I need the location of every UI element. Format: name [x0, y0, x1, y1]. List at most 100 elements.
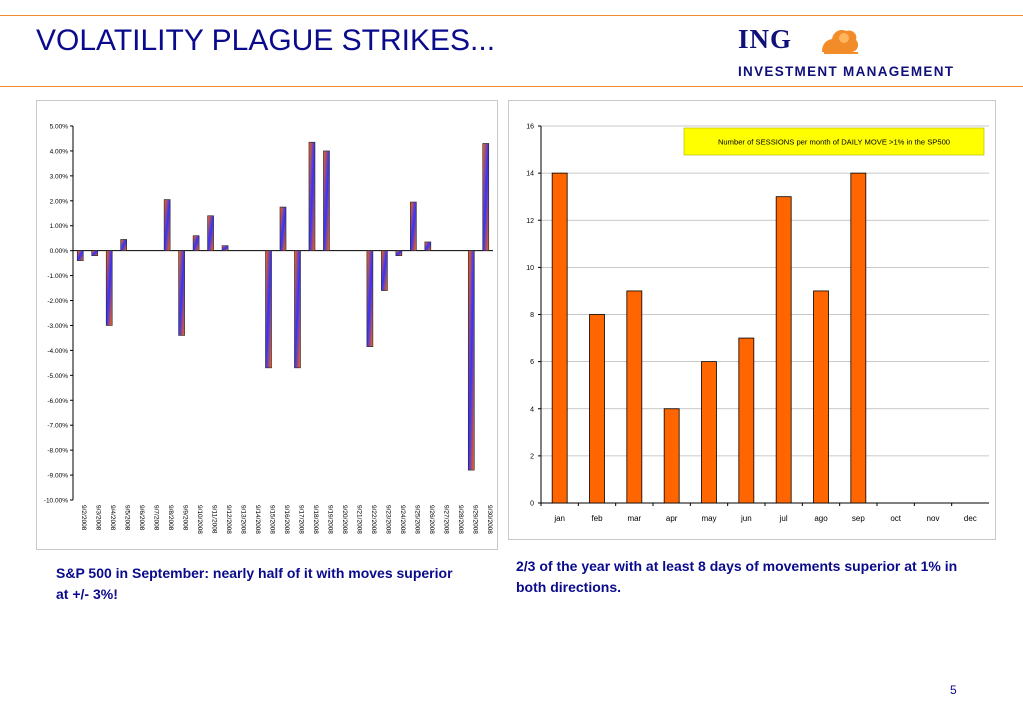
- x-tick-label: 9/6/2008: [138, 505, 145, 531]
- daily-bar: [163, 199, 171, 251]
- x-tick-label: 9/24/2008: [399, 505, 406, 534]
- x-tick-label: 9/2/2008: [80, 505, 87, 531]
- x-tick-label: 9/4/2008: [109, 505, 116, 531]
- y-tick-label: 6: [530, 359, 534, 366]
- monthly-sessions-chart: 16 14 12 10 8 6 4 2 0 jan feb mar apr may jun jul ago sep…: [508, 100, 996, 540]
- daily-bar: [323, 150, 330, 251]
- logo-ing-text: ING: [738, 24, 793, 54]
- x-tick-label: 9/21/2008: [355, 505, 362, 534]
- y-tick-label: 0: [530, 501, 534, 508]
- top-rule: [0, 15, 1023, 16]
- x-tick-label: 9/8/2008: [167, 505, 174, 531]
- page-title: VOLATILITY PLAGUE STRIKES...: [36, 24, 496, 57]
- y-tick-label: 2.00%: [50, 198, 69, 205]
- y-tick-label: 2: [530, 453, 534, 460]
- y-tick-label: 5.00%: [50, 124, 69, 131]
- y-tick-label: -10.00%: [44, 498, 68, 505]
- month-bar: [626, 290, 643, 504]
- x-tick-label: 9/18/2008: [312, 505, 319, 534]
- daily-bar: [381, 250, 388, 291]
- daily-bar: [91, 250, 99, 256]
- x-tick-label: oct: [890, 514, 901, 523]
- daily-bar: [120, 239, 127, 251]
- page-number: 5: [950, 683, 957, 697]
- x-tick-label: 9/10/2008: [196, 505, 203, 534]
- x-tick-label: jun: [740, 514, 752, 523]
- daily-bar: [178, 250, 185, 336]
- x-tick-label: feb: [591, 514, 603, 523]
- y-tick-label: 3.00%: [50, 173, 69, 180]
- month-bar: [663, 408, 680, 504]
- x-tick-label: dec: [964, 514, 977, 523]
- y-tick-label: 8: [530, 312, 534, 319]
- y-tick-label: -4.00%: [47, 348, 68, 355]
- x-tick-label: mar: [627, 514, 641, 523]
- x-tick-label: 9/30/2008: [486, 505, 493, 534]
- caption-right: 2/3 of the year with at least 8 days of …: [516, 558, 958, 595]
- x-tick-label: 9/27/2008: [442, 505, 449, 534]
- monthly-sessions-svg: 16 14 12 10 8 6 4 2 0 jan feb mar apr may jun jul ago sep…: [526, 124, 989, 523]
- x-tick-label: jan: [553, 514, 565, 523]
- x-tick-label: ago: [814, 514, 828, 523]
- logo-subtitle: INVESTMENT MANAGEMENT: [738, 64, 955, 79]
- x-tick-label: 9/17/2008: [297, 505, 304, 534]
- daily-bar: [221, 245, 229, 251]
- x-tick-label: 9/22/2008: [370, 505, 377, 534]
- x-tick-label: 9/23/2008: [384, 505, 391, 534]
- x-tick-label: nov: [927, 514, 940, 523]
- x-tick-label: 9/12/2008: [225, 505, 232, 534]
- daily-bar: [410, 201, 417, 251]
- y-tick-label: -3.00%: [47, 323, 68, 330]
- y-tick-label: 10: [526, 265, 534, 272]
- x-tick-label: 9/29/2008: [471, 505, 478, 534]
- x-tick-label: 9/28/2008: [457, 505, 464, 534]
- x-tick-label: may: [701, 514, 716, 523]
- y-tick-label: 1.00%: [50, 223, 69, 230]
- daily-bar: [279, 206, 287, 251]
- x-tick-label: 9/5/2008: [124, 505, 131, 531]
- lion-icon: [818, 26, 862, 61]
- daily-bar: [308, 141, 316, 251]
- x-tick-label: 9/11/2008: [211, 505, 218, 534]
- y-tick-label: 4.00%: [50, 148, 69, 155]
- x-tick-label: 9/25/2008: [413, 505, 420, 534]
- month-bar: [813, 290, 829, 504]
- month-bar: [589, 314, 605, 504]
- x-tick-label: apr: [666, 514, 678, 523]
- chart-title-box: [683, 127, 985, 156]
- y-tick-label: -1.00%: [47, 273, 68, 280]
- x-tick-label: sep: [852, 514, 865, 523]
- x-tick-label: 9/16/2008: [283, 505, 290, 534]
- x-tick-label: 9/26/2008: [428, 505, 435, 534]
- daily-bar: [105, 250, 113, 326]
- daily-bar: [265, 250, 272, 369]
- month-bar: [701, 361, 717, 504]
- daily-bar: [424, 241, 432, 251]
- daily-moves-chart: 5.00% 4.00% 3.00% 2.00% 1.00% 0.00% -1.00% -2.0…: [36, 100, 498, 550]
- y-tick-label: 12: [526, 218, 534, 225]
- y-tick-label: -2.00%: [47, 298, 68, 305]
- y-tick-label: -6.00%: [47, 398, 68, 405]
- daily-bar: [294, 250, 301, 369]
- month-bar: [738, 337, 755, 504]
- x-tick-label: 9/19/2008: [326, 505, 333, 534]
- daily-bar: [192, 235, 200, 251]
- x-tick-label: 9/3/2008: [95, 505, 102, 531]
- y-tick-label: 16: [526, 124, 534, 131]
- month-bar: [850, 172, 867, 504]
- header-rule: [0, 86, 1023, 87]
- lion-icon-svg: [822, 29, 859, 54]
- daily-bar: [482, 143, 490, 251]
- y-tick-label: -9.00%: [47, 473, 68, 480]
- y-tick-label: 4: [530, 406, 534, 413]
- daily-bar: [366, 250, 374, 347]
- x-tick-label: 9/15/2008: [269, 505, 276, 534]
- x-tick-label: 9/14/2008: [254, 505, 261, 534]
- daily-moves-svg: 5.00% 4.00% 3.00% 2.00% 1.00% 0.00% -1.00% -2.0…: [44, 124, 493, 534]
- daily-bar: [207, 215, 214, 251]
- daily-bar: [395, 250, 403, 256]
- caption-left: S&P 500 in September: nearly half of it …: [56, 565, 453, 602]
- x-tick-label: jul: [779, 514, 788, 523]
- y-tick-label: 0.00%: [50, 248, 69, 255]
- y-tick-label: -7.00%: [47, 423, 68, 430]
